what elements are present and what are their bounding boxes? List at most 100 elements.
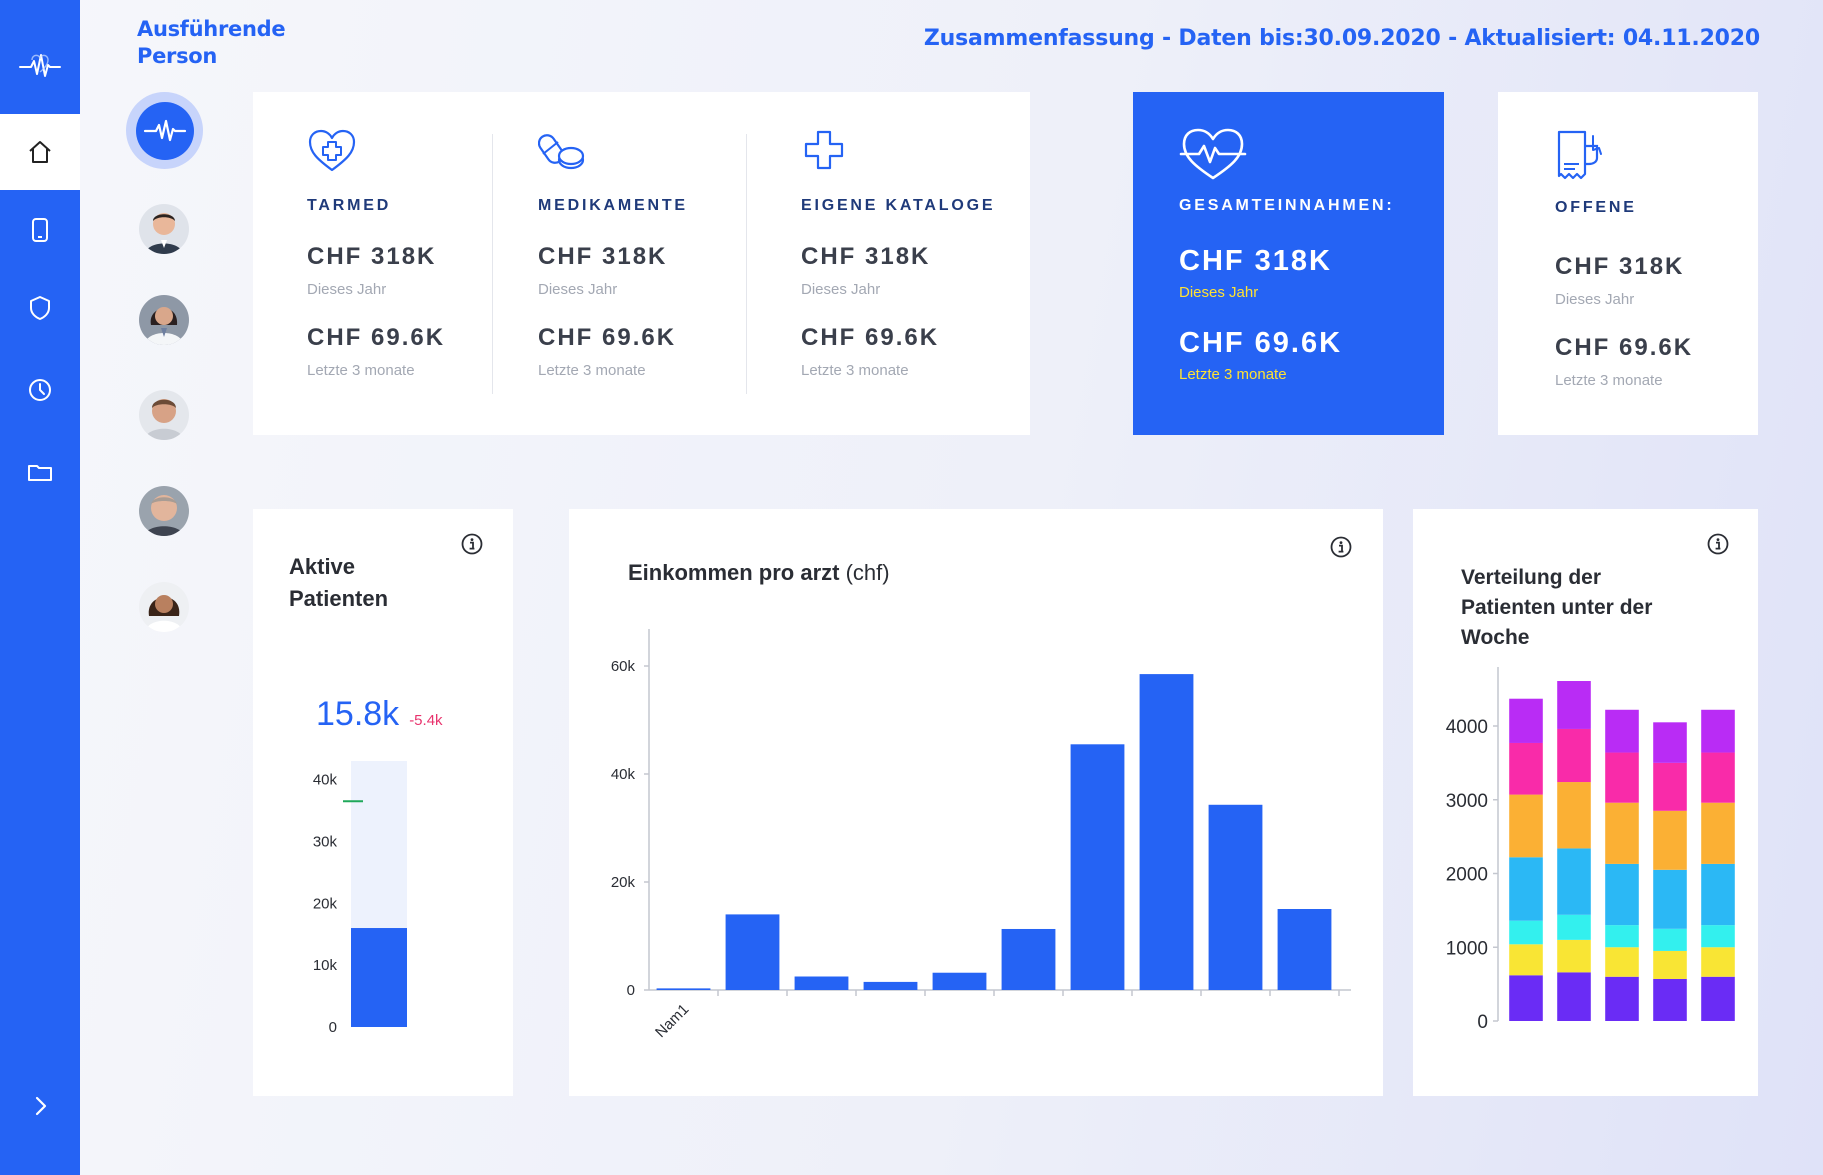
stat-gesamteinnahmen: GESAMTEINNAHMEN: CHF 318K Dieses Jahr CH…	[1179, 126, 1394, 383]
stacked-segment	[1605, 976, 1639, 1021]
y-tick-label: 40k	[313, 772, 338, 789]
stacked-segment	[1653, 928, 1687, 951]
sidebar-item-home[interactable]	[0, 114, 80, 190]
avatar-doctor-3[interactable]	[139, 390, 189, 440]
stat-label: OFFENE	[1555, 199, 1637, 216]
income-bar	[1208, 804, 1263, 990]
weekly-chart-title: Verteilung der Patienten unter der Woche	[1461, 563, 1652, 653]
avatar-doctor-4[interactable]	[139, 486, 189, 536]
income-bar	[1001, 928, 1056, 990]
info-icon[interactable]	[461, 533, 483, 555]
stat-value-3m: CHF 69.6K	[1179, 327, 1343, 359]
stacked-segment	[1557, 914, 1591, 940]
stat-caption-year: Dieses Jahr	[538, 281, 618, 298]
invoice-icon	[1557, 130, 1602, 180]
title-line: Verteilung der	[1461, 566, 1602, 589]
stat-label: MEDIKAMENTE	[538, 197, 688, 214]
sidebar-item-history[interactable]	[0, 352, 80, 428]
stat-offene: OFFENE CHF 318K Dieses Jahr CHF 69.6K Le…	[1555, 128, 1693, 389]
stacked-segment	[1653, 762, 1687, 811]
sidebar-item-devices[interactable]	[0, 192, 80, 268]
title-line: Patienten	[289, 586, 389, 611]
stacked-segment	[1605, 863, 1639, 926]
sidebar-item-security[interactable]	[0, 270, 80, 346]
stat-caption-3m: Letzte 3 monate	[1179, 366, 1287, 383]
stacked-segment	[1653, 810, 1687, 870]
info-icon[interactable]	[1707, 533, 1729, 555]
open-card: OFFENE CHF 318K Dieses Jahr CHF 69.6K Le…	[1498, 92, 1758, 435]
stat-value-year: CHF 318K	[307, 243, 437, 270]
y-tick-label: 10k	[313, 957, 338, 974]
avatar-doctor-2[interactable]	[139, 295, 189, 345]
income-bar	[1139, 674, 1194, 990]
stat-label: EIGENE KATALOGE	[801, 197, 996, 214]
summary-header: Zusammenfassung - Daten bis:30.09.2020 -…	[923, 26, 1760, 51]
folder-icon	[28, 465, 52, 481]
avatar-all-selected[interactable]	[126, 92, 203, 169]
stacked-segment	[1701, 802, 1735, 864]
stacked-segment	[1509, 975, 1543, 1021]
stacked-segment	[1509, 944, 1543, 976]
x-tick-label: Nam1	[652, 1001, 692, 1041]
stat-value-year: CHF 318K	[1555, 253, 1685, 280]
sidebar-expand-button[interactable]	[0, 1068, 80, 1144]
info-icon[interactable]	[1330, 536, 1352, 558]
stacked-segment	[1557, 972, 1591, 1021]
home-icon	[29, 141, 51, 163]
stat-tarmed: TARMED CHF 318K Dieses Jahr CHF 69.6K Le…	[307, 128, 445, 379]
stat-caption-3m: Letzte 3 monate	[538, 362, 646, 379]
stat-caption-year: Dieses Jahr	[1179, 284, 1259, 301]
stacked-segment	[1653, 869, 1687, 929]
title-unit: (chf)	[845, 560, 890, 585]
stat-caption-3m: Letzte 3 monate	[801, 362, 909, 379]
stacked-segment	[1557, 939, 1591, 973]
y-tick-label: 0	[329, 1019, 337, 1036]
tablet-icon	[32, 218, 48, 242]
y-tick-label: 0	[627, 982, 635, 999]
avatar-doctor-1[interactable]	[139, 204, 189, 254]
stat-medikamente: MEDIKAMENTE CHF 318K Dieses Jahr CHF 69.…	[537, 128, 688, 379]
heartbeat-logo-icon	[0, 28, 80, 106]
stacked-segment	[1605, 925, 1639, 948]
gauge-bar	[351, 928, 407, 1027]
title-line: Patienten unter der	[1461, 596, 1653, 619]
stat-label: GESAMTEINNAHMEN:	[1179, 197, 1395, 214]
income-bar	[1277, 909, 1332, 990]
income-bar	[656, 988, 711, 990]
active-patients-value: 15.8k	[316, 695, 400, 733]
stacked-segment	[1701, 752, 1735, 803]
heart-pulse-icon	[1179, 128, 1247, 180]
revenue-breakdown-card: TARMED CHF 318K Dieses Jahr CHF 69.6K Le…	[253, 92, 1030, 435]
clock-icon	[29, 379, 51, 401]
stacked-segment	[1605, 947, 1639, 977]
stacked-segment	[1605, 802, 1639, 864]
total-income-card: GESAMTEINNAHMEN: CHF 318K Dieses Jahr CH…	[1133, 92, 1444, 435]
income-bar	[932, 972, 987, 990]
stat-caption-year: Dieses Jahr	[801, 281, 881, 298]
weekly-stacked-chart: 0 1000 2000 3000 4000	[1446, 667, 1735, 1033]
income-bar	[1070, 744, 1125, 990]
stat-eigene-kataloge: EIGENE KATALOGE CHF 318K Dieses Jahr CHF…	[801, 128, 995, 379]
shield-icon	[30, 296, 50, 320]
stacked-segment	[1605, 752, 1639, 803]
stat-value-year: CHF 318K	[1179, 245, 1332, 277]
active-patients-gauge: 0 10k 20k 30k 40k	[313, 761, 407, 1036]
pills-icon	[537, 134, 585, 170]
title-text: Einkommen pro arzt	[628, 560, 840, 585]
stat-value-3m: CHF 69.6K	[538, 324, 677, 351]
stat-value-3m: CHF 69.6K	[801, 324, 940, 351]
active-patients-card: Aktive Patienten 15.8k -5.4k 0 10k 20k 30k 4…	[253, 509, 513, 1096]
stacked-segment	[1701, 947, 1735, 977]
sidebar-item-files[interactable]	[0, 434, 80, 510]
active-patients-kpi: 15.8k -5.4k	[316, 695, 443, 734]
avatar-doctor-5[interactable]	[139, 582, 189, 632]
title-line: Woche	[1461, 626, 1530, 649]
y-tick-label: 1000	[1446, 938, 1488, 959]
y-tick-label: 60k	[611, 658, 636, 675]
stat-value-year: CHF 318K	[538, 243, 668, 270]
y-tick-label: 30k	[313, 833, 338, 850]
stacked-segment	[1701, 863, 1735, 926]
y-tick-label: 40k	[611, 766, 636, 783]
person-column-title: Ausführende Person	[137, 17, 286, 68]
stacked-segment	[1509, 920, 1543, 945]
